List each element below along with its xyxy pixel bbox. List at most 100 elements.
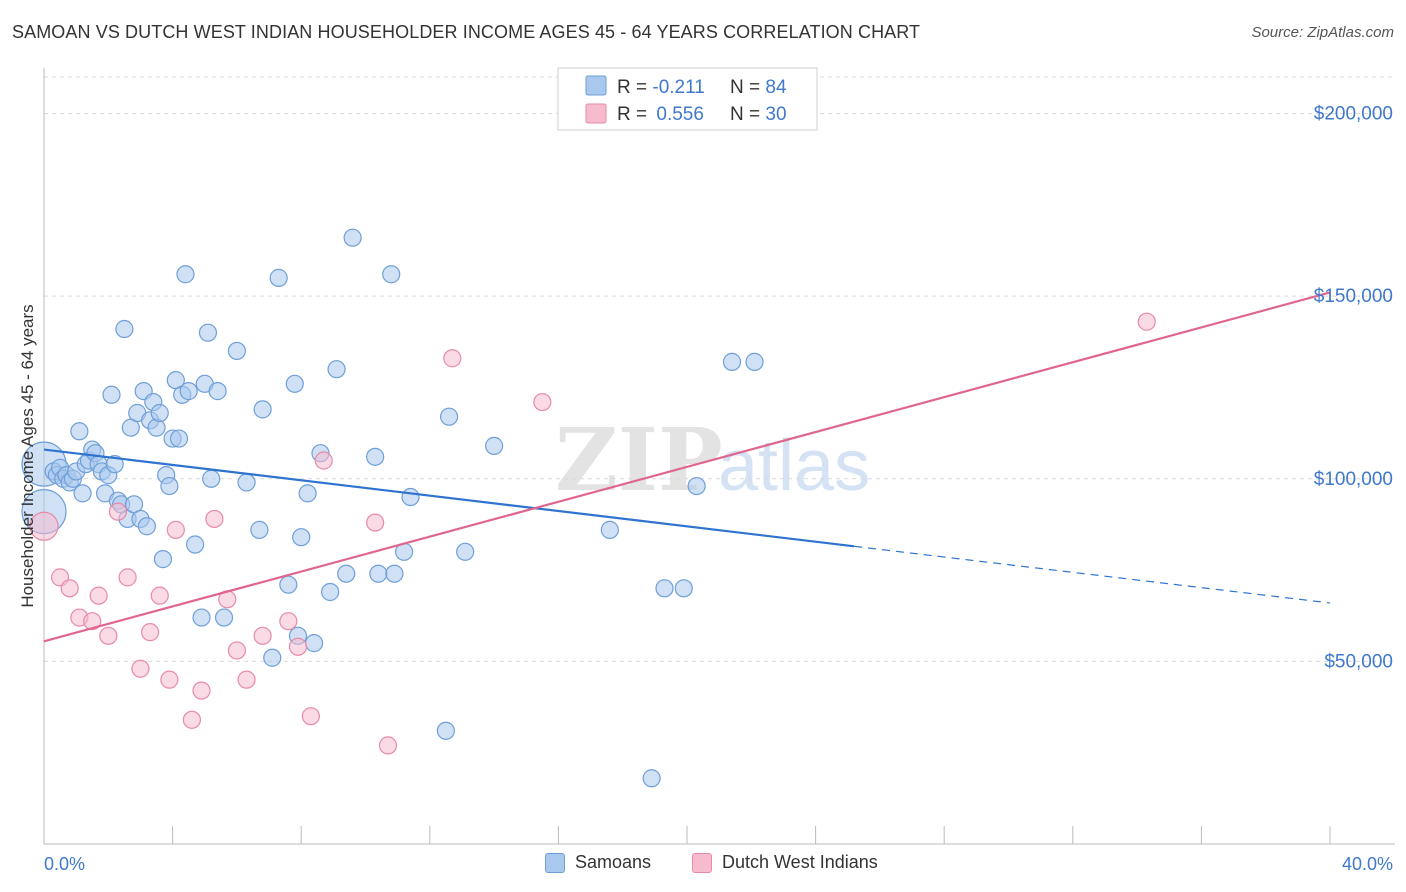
dutch-west-indians-point (227, 641, 246, 660)
samoans-point (304, 634, 324, 653)
dutch-west-indians-swatch (692, 852, 712, 873)
samoans-point (343, 228, 362, 247)
samoans-point (169, 429, 189, 448)
samoans-point (179, 382, 198, 401)
x-tick-label-max: 40.0% (1342, 854, 1393, 874)
svg-text:N = 84: N = 84 (730, 77, 787, 98)
trend-lines (43, 291, 1331, 643)
samoans-point (285, 374, 304, 393)
samoans-point (263, 648, 282, 667)
x-tick-label-min: 0.0% (44, 854, 85, 874)
dutch-west-indians-point (99, 626, 118, 645)
samoans-point (269, 268, 288, 287)
watermark-atlas: atlas (718, 426, 870, 506)
samoans-point (366, 447, 385, 466)
samoans-trend-line (43, 448, 855, 548)
legend-swatch-pink (585, 103, 607, 124)
legend-r-label-2: R = (617, 104, 652, 125)
samoans-point (436, 721, 455, 740)
samoans-point (456, 542, 475, 561)
samoans-point (642, 769, 661, 788)
legend-box: R = -0.211 N = 84 R = 0.556 N = 30 (557, 67, 818, 131)
dutch-west-indians-point (89, 586, 108, 605)
dutch-west-indians-point (192, 681, 211, 700)
legend-label-dutch-west-indians: Dutch West Indians (722, 852, 878, 872)
legend-n-label-2: N = (730, 104, 765, 125)
svg-text:R = -0.211: R = -0.211 (617, 77, 705, 98)
legend-n-label-1: N = (730, 77, 765, 98)
dutch-west-indians-point (533, 392, 552, 412)
samoans-point (137, 517, 156, 536)
samoans-point (237, 473, 256, 492)
dutch-west-indians-point (279, 612, 298, 631)
dutch-west-indians-point (108, 502, 128, 521)
samoans-point (214, 608, 234, 627)
samoans-point (439, 407, 459, 426)
dutch-west-indians-point (140, 623, 160, 642)
dutch-west-indians-point (1137, 312, 1156, 331)
dutch-west-indians-point (150, 586, 169, 605)
y-tick-label: $150,000 (1314, 286, 1393, 307)
dutch-west-indians-point (366, 513, 385, 532)
dutch-west-indians-point (237, 670, 256, 689)
samoans-point (73, 484, 92, 503)
samoans-point (208, 382, 227, 401)
samoans-point (202, 469, 221, 488)
grid-lines (44, 76, 1395, 662)
y-tick-label: $200,000 (1314, 104, 1393, 125)
legend-n-value-2: 30 (765, 104, 786, 125)
samoans-point (150, 403, 169, 423)
dutch-west-indians-trend-line (43, 291, 1331, 643)
legend-swatch-blue (585, 75, 607, 96)
samoans-trend-extension (854, 545, 1331, 604)
samoans-point (115, 319, 134, 339)
samoans-point (385, 564, 404, 583)
dutch-west-indians-point (205, 509, 224, 529)
samoans-point (600, 520, 619, 539)
dutch-west-indians-point (301, 707, 320, 726)
samoans-point (186, 535, 205, 554)
samoans-point (655, 579, 674, 598)
dutch-west-indians-point (131, 659, 150, 678)
samoans-point (279, 575, 298, 594)
legend-r-value-2: 0.556 (656, 104, 704, 125)
source-credit: Source: ZipAtlas.com (1251, 24, 1394, 41)
samoans-point (327, 360, 346, 379)
samoans-point (176, 265, 195, 284)
samoans-point (227, 341, 246, 361)
samoans-point (369, 564, 388, 583)
samoans-point (192, 608, 211, 627)
legend-item-samoans: Samoans (545, 852, 651, 873)
samoans-point (674, 579, 693, 598)
samoans-point (382, 265, 401, 284)
samoans-point (401, 487, 420, 507)
dutch-west-indians-point (83, 612, 102, 631)
legend-label-samoans: Samoans (575, 852, 652, 872)
samoans-point (253, 400, 272, 419)
legend-n-value-1: 84 (765, 77, 787, 98)
samoans-point (337, 564, 356, 583)
samoans-point (105, 455, 124, 474)
samoans-point (250, 520, 269, 539)
dutch-west-indians-point (288, 637, 308, 656)
y-tick-label: $100,000 (1314, 469, 1393, 490)
samoans-point (102, 385, 121, 404)
svg-text:R = 0.556: R = 0.556 (617, 104, 704, 125)
dutch-west-indians-point (166, 520, 185, 539)
dutch-west-indians-point (378, 736, 398, 755)
samoans-point (292, 528, 311, 547)
legend-r-label-1: R = (617, 77, 652, 98)
y-tick-label: $50,000 (1324, 651, 1393, 672)
samoans-point (722, 352, 742, 371)
dutch-west-indians-point (314, 451, 333, 470)
samoans-point (321, 582, 340, 602)
samoans-point (687, 476, 706, 496)
svg-text:N = 30: N = 30 (730, 104, 787, 125)
legend-r-value-1: -0.211 (652, 77, 704, 98)
dutch-west-indians-point (253, 626, 272, 645)
chart-title: SAMOAN VS DUTCH WEST INDIAN HOUSEHOLDER … (12, 22, 921, 42)
samoans-point (70, 422, 89, 441)
samoans-point (160, 476, 179, 496)
dutch-west-indians-point (29, 511, 59, 541)
